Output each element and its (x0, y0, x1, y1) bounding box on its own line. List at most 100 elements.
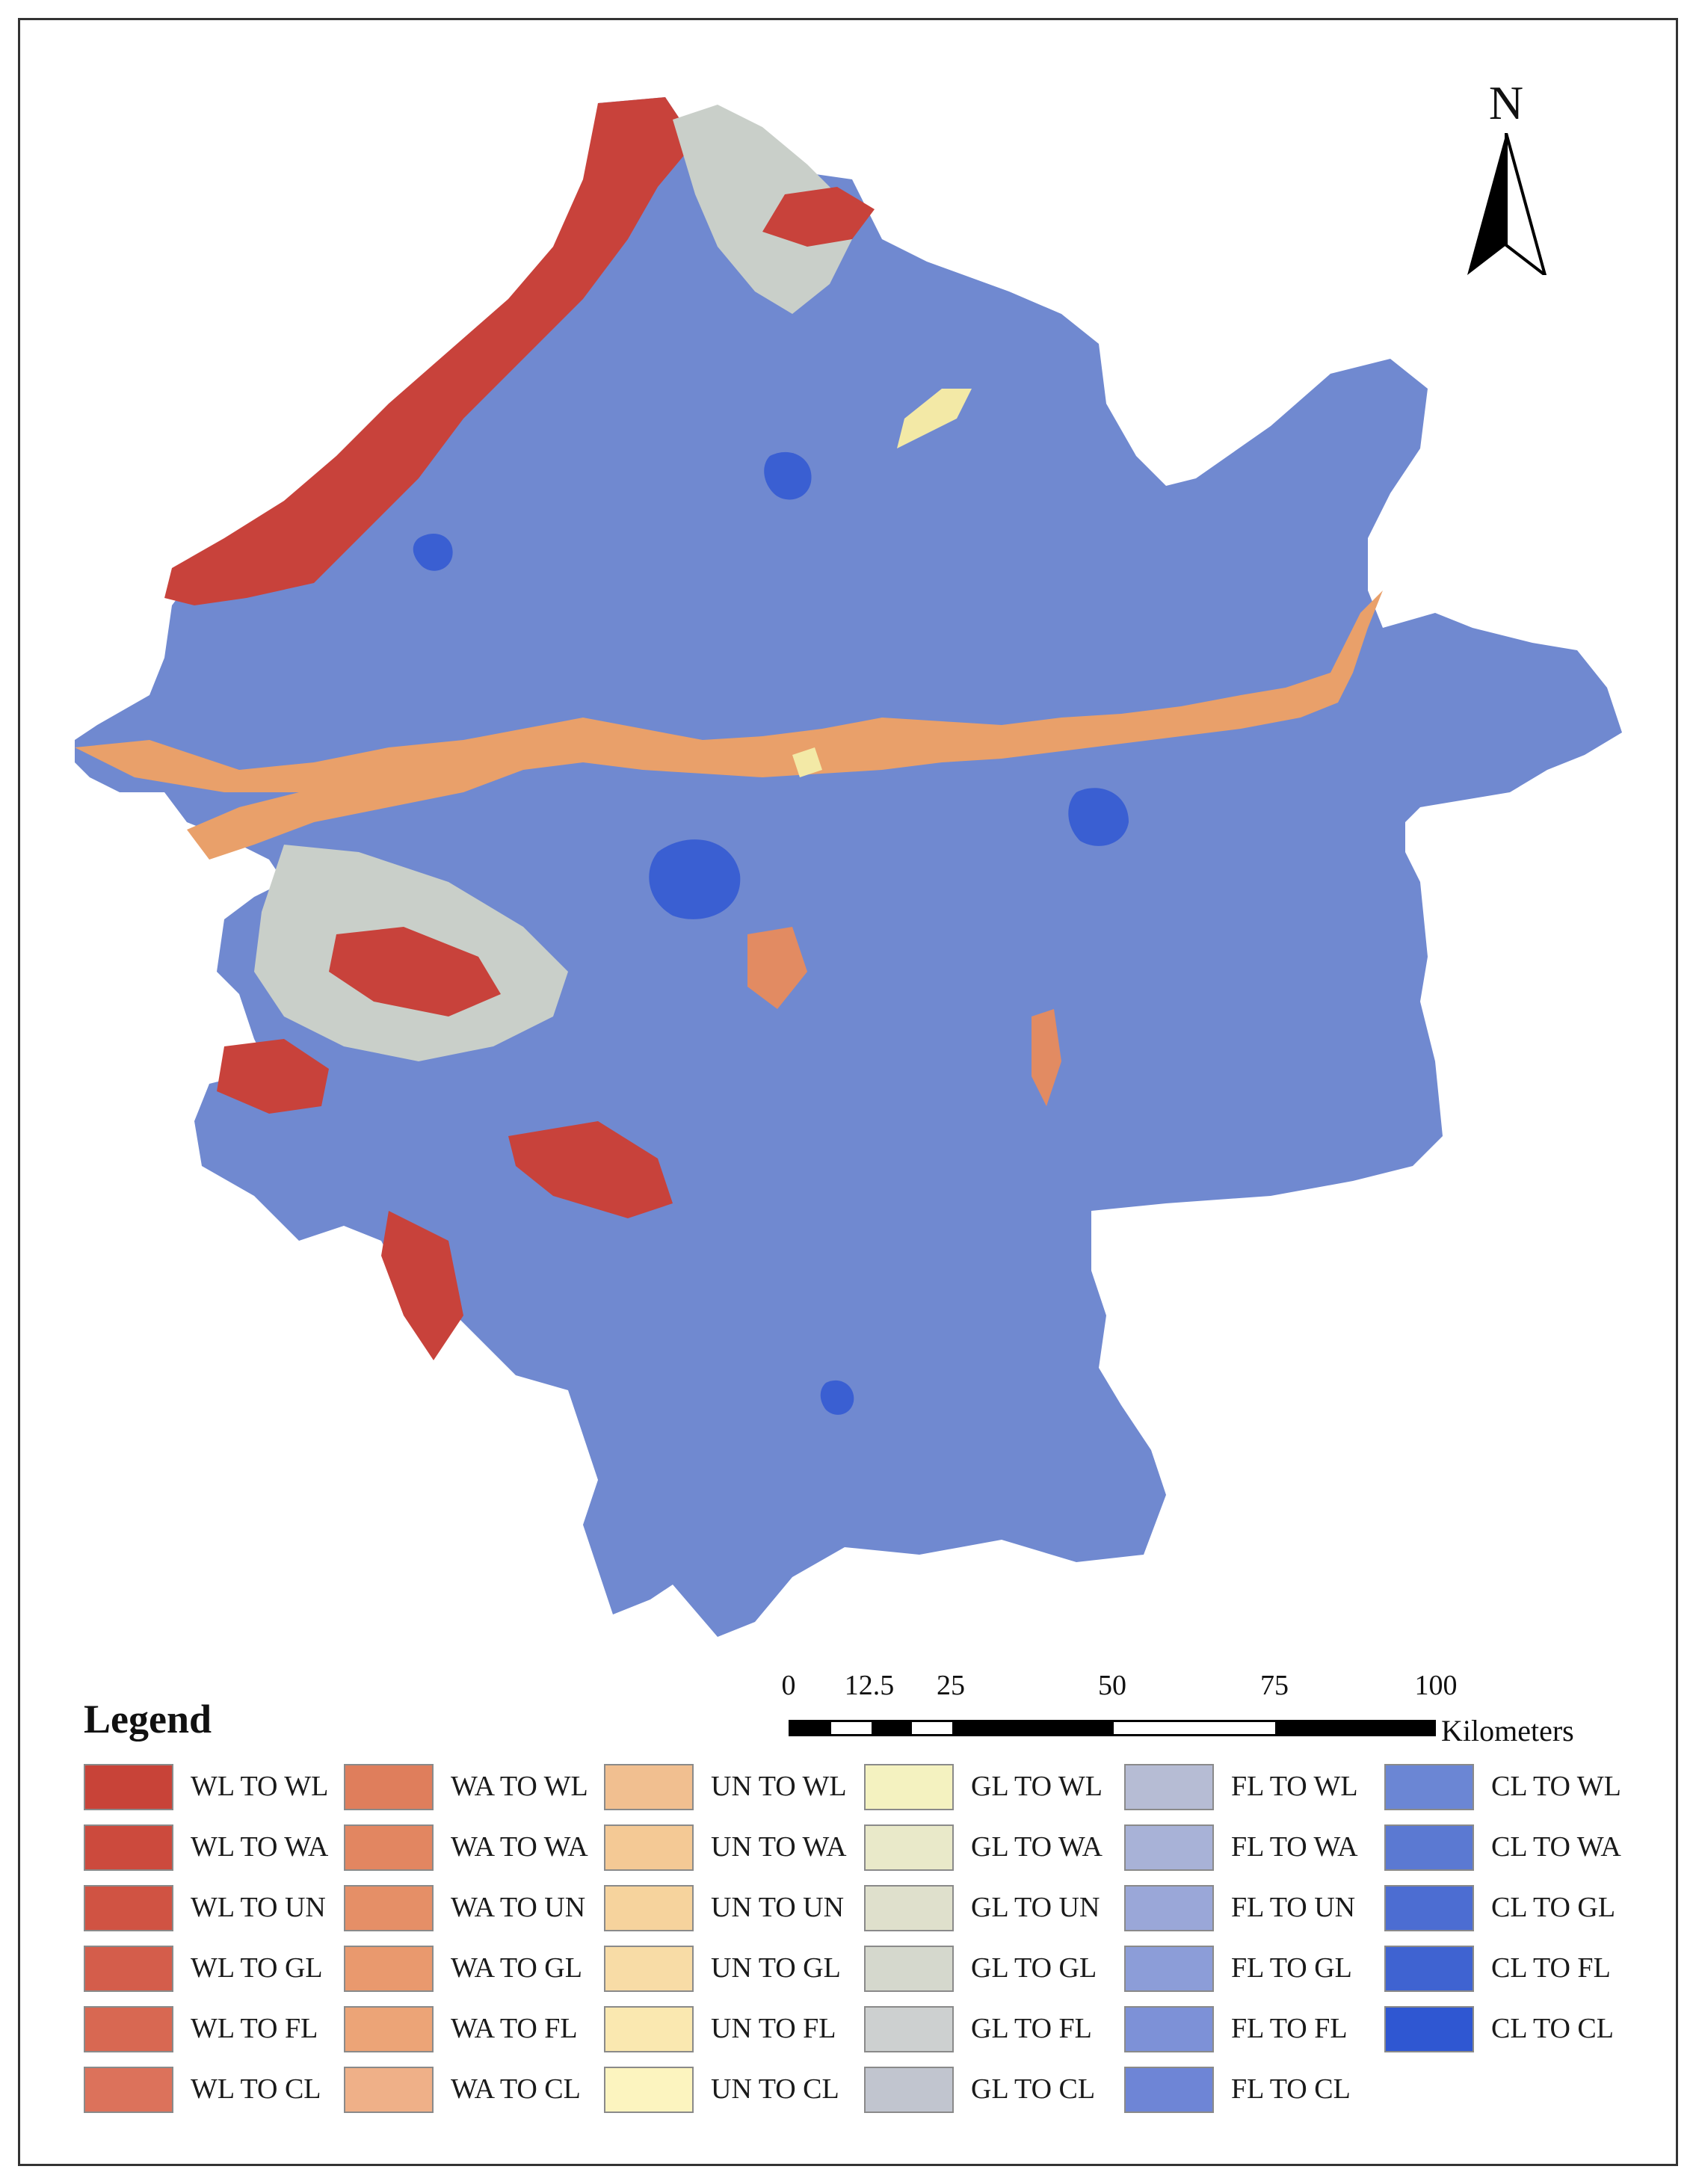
legend-swatch (864, 1764, 954, 1810)
legend-item: WL TO GL (84, 1946, 338, 1993)
legend-item: WL TO UN (84, 1885, 338, 1933)
scale-tick-0: 0 (781, 1670, 796, 1701)
legend-item: CL TO WA (1384, 1824, 1638, 1872)
legend-swatch (604, 1885, 694, 1931)
legend-label: UN TO FL (711, 2013, 836, 2044)
study-area (75, 97, 1622, 1637)
legend-label: WA TO UN (451, 1892, 586, 1923)
legend-label: GL TO CL (971, 2073, 1096, 2105)
legend-swatch (344, 1885, 434, 1931)
legend-label: CL TO WA (1491, 1831, 1621, 1863)
scale-tick-100: 100 (1414, 1670, 1458, 1701)
legend-item: GL TO UN (864, 1885, 1118, 1933)
river-island-patch (792, 747, 822, 777)
legend-swatch (344, 1824, 434, 1871)
legend-swatch (344, 1946, 434, 1992)
legend-swatch (864, 2067, 954, 2113)
legend-item: UN TO WA (604, 1824, 858, 1872)
legend-item: WA TO UN (344, 1885, 598, 1933)
legend-swatch (1384, 1824, 1474, 1871)
legend-title: Legend (84, 1697, 212, 1742)
legend-swatch (864, 1824, 954, 1871)
urban-area-east (1068, 788, 1129, 846)
legend-item: FL TO WL (1124, 1764, 1378, 1812)
legend-item: WA TO CL (344, 2067, 598, 2114)
north-label: N (1488, 76, 1524, 129)
urban-area-north (764, 451, 812, 500)
legend-label: WL TO FL (191, 2013, 318, 2044)
legend-label: FL TO GL (1231, 1952, 1352, 1984)
legend-item: WA TO GL (344, 1946, 598, 1993)
legend-item: GL TO WL (864, 1764, 1118, 1812)
legend-label: UN TO GL (711, 1952, 841, 1984)
legend-label: WL TO CL (191, 2073, 321, 2105)
legend-swatch (604, 1764, 694, 1810)
legend-swatch (84, 1885, 173, 1931)
legend-item: WA TO FL (344, 2006, 598, 2054)
legend-label: CL TO WL (1491, 1771, 1621, 1802)
legend-item: FL TO UN (1124, 1885, 1378, 1933)
western-hills-patch (329, 927, 501, 1017)
central-north-patch (897, 389, 972, 448)
legend-swatch (604, 2006, 694, 2052)
legend-swatch (344, 1764, 434, 1810)
north-arrow: N (1461, 76, 1551, 275)
northwest-escarpment-zone (164, 97, 695, 605)
legend-label: GL TO WL (971, 1771, 1103, 1802)
legend-item: CL TO GL (1384, 1885, 1638, 1933)
river-corridor (75, 590, 1383, 860)
legend-label: GL TO WA (971, 1831, 1103, 1863)
legend-label: WA TO CL (451, 2073, 581, 2105)
legend-label: GL TO UN (971, 1892, 1100, 1923)
legend-item: WA TO WA (344, 1824, 598, 1872)
southwest-patch (217, 1039, 329, 1114)
legend-item: UN TO UN (604, 1885, 858, 1933)
legend-item: GL TO CL (864, 2067, 1118, 2114)
legend-item: UN TO CL (604, 2067, 858, 2114)
northern-patch (762, 187, 875, 247)
legend-swatch (84, 2006, 173, 2052)
scale-segment (1275, 1722, 1434, 1734)
legend-label: UN TO CL (711, 2073, 839, 2105)
legend-label: WL TO UN (191, 1892, 326, 1923)
legend-swatch (344, 2067, 434, 2113)
legend-label: WL TO WL (191, 1771, 329, 1802)
legend-swatch (864, 2006, 954, 2052)
legend-item: WL TO WA (84, 1824, 338, 1872)
legend-label: WA TO FL (451, 2013, 578, 2044)
legend-label: UN TO UN (711, 1892, 845, 1923)
legend-item: WL TO WL (84, 1764, 338, 1812)
legend-swatch (1384, 1946, 1474, 1992)
legend-swatch (1384, 1764, 1474, 1810)
legend-swatch (604, 1824, 694, 1871)
legend-item: WL TO CL (84, 2067, 338, 2114)
legend: WL TO WL WL TO WA WL TO UN WL TO GL WL TO FL… (84, 1764, 1646, 2130)
eastern-transition-patch (1032, 1009, 1061, 1106)
legend-label: GL TO FL (971, 2013, 1092, 2044)
urban-area-northwest (413, 534, 453, 571)
legend-item: CL TO FL (1384, 1946, 1638, 1993)
legend-swatch (1124, 1946, 1214, 1992)
legend-swatch (1124, 1824, 1214, 1871)
legend-label: FL TO WA (1231, 1831, 1358, 1863)
legend-item: WA TO WL (344, 1764, 598, 1812)
legend-label: FL TO UN (1231, 1892, 1356, 1923)
urban-area-south (820, 1380, 854, 1415)
legend-swatch (1384, 1885, 1474, 1931)
legend-swatch (1384, 2006, 1474, 2052)
legend-label: GL TO GL (971, 1952, 1097, 1984)
central-transition-patch (747, 927, 807, 1009)
legend-label: FL TO WL (1231, 1771, 1358, 1802)
scale-track (789, 1720, 1436, 1736)
scale-tick-25: 25 (937, 1670, 965, 1701)
scale-unit: Kilometers (1441, 1714, 1574, 1747)
legend-item: WL TO FL (84, 2006, 338, 2054)
legend-swatch (604, 2067, 694, 2113)
legend-swatch (1124, 2067, 1214, 2113)
scale-segment (872, 1722, 912, 1734)
north-arrow-icon (1467, 133, 1547, 275)
scale-segment (791, 1722, 831, 1734)
urban-area-center (649, 839, 741, 919)
legend-swatch (864, 1946, 954, 1992)
scale-tick-50: 50 (1098, 1670, 1126, 1701)
